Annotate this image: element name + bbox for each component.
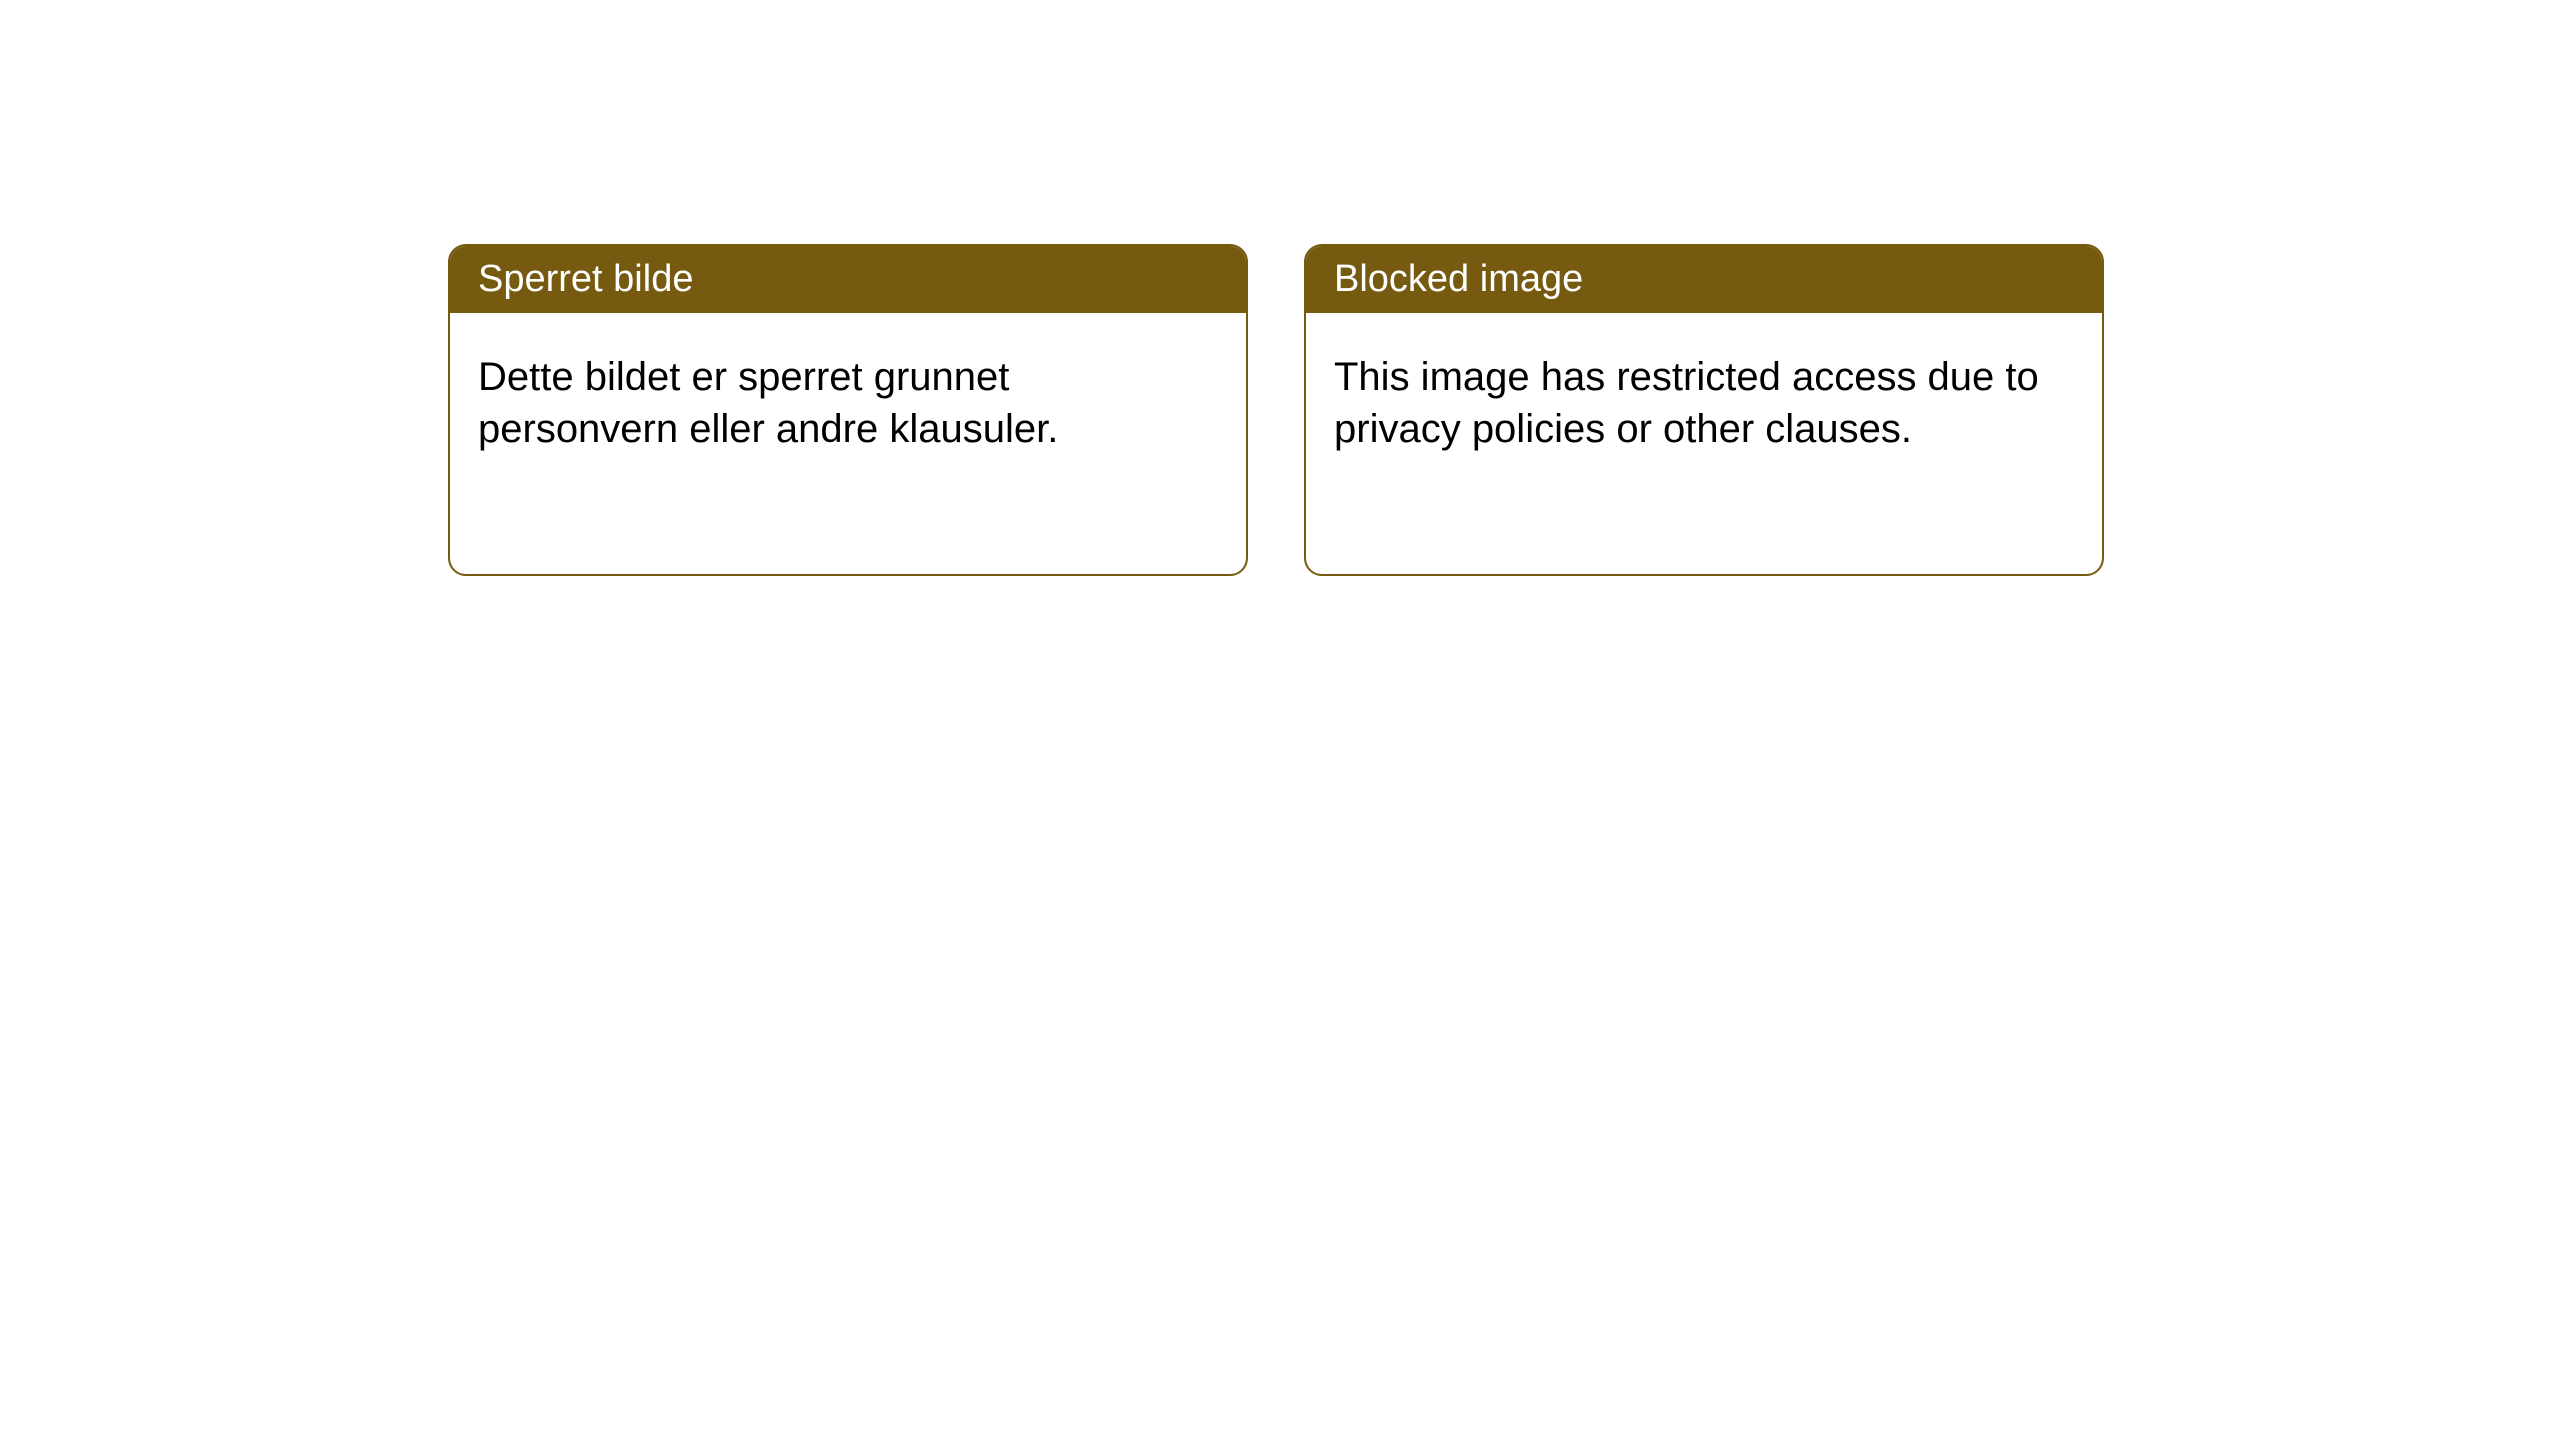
- card-body-norwegian: Dette bildet er sperret grunnet personve…: [450, 313, 1246, 493]
- card-header-norwegian: Sperret bilde: [450, 246, 1246, 313]
- card-body-english: This image has restricted access due to …: [1306, 313, 2102, 493]
- card-text-english: This image has restricted access due to …: [1334, 355, 2039, 451]
- blocked-image-card-english: Blocked image This image has restricted …: [1304, 244, 2104, 576]
- blocked-image-card-norwegian: Sperret bilde Dette bildet er sperret gr…: [448, 244, 1248, 576]
- card-text-norwegian: Dette bildet er sperret grunnet personve…: [478, 355, 1058, 451]
- card-header-english: Blocked image: [1306, 246, 2102, 313]
- card-title-norwegian: Sperret bilde: [478, 258, 693, 300]
- notice-container: Sperret bilde Dette bildet er sperret gr…: [448, 244, 2104, 576]
- card-title-english: Blocked image: [1334, 258, 1583, 300]
